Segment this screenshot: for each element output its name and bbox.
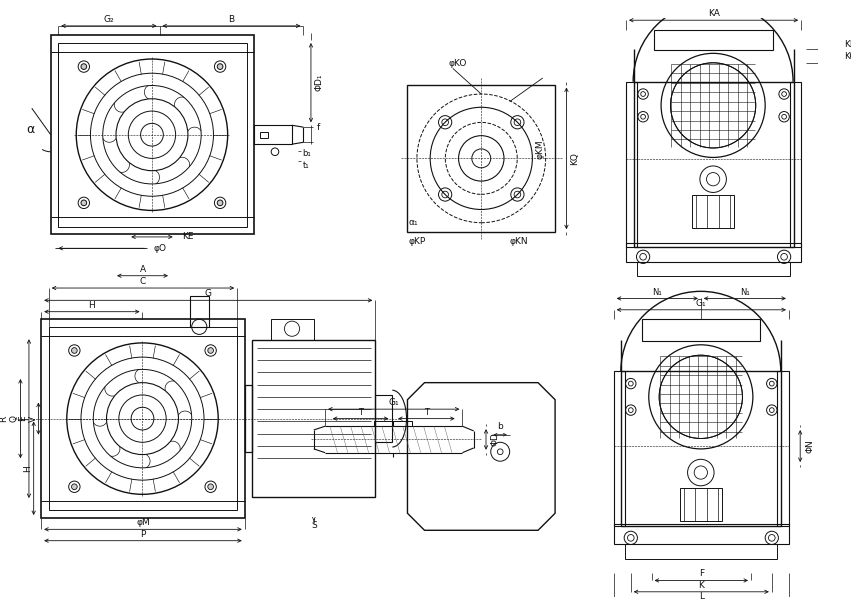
Text: E: E xyxy=(18,416,27,422)
Text: T: T xyxy=(424,408,429,417)
Text: P: P xyxy=(140,530,146,538)
Bar xyxy=(614,524,789,544)
Bar xyxy=(252,340,375,497)
Circle shape xyxy=(217,64,223,70)
Text: b₁: b₁ xyxy=(302,149,311,158)
Text: G₂: G₂ xyxy=(104,15,114,24)
Text: A: A xyxy=(140,265,146,274)
Text: N₁: N₁ xyxy=(653,288,662,298)
Text: K: K xyxy=(699,580,705,590)
Bar xyxy=(637,262,790,276)
Text: Q: Q xyxy=(9,415,19,422)
Text: R: R xyxy=(0,415,8,422)
Circle shape xyxy=(81,64,87,70)
Bar xyxy=(51,35,254,234)
Text: G₁: G₁ xyxy=(388,398,399,407)
Text: f: f xyxy=(317,123,320,131)
Text: φKN: φKN xyxy=(510,237,528,246)
Bar xyxy=(190,296,208,327)
Bar xyxy=(680,488,722,521)
Bar xyxy=(49,327,237,510)
Text: KQ: KQ xyxy=(570,152,580,165)
Text: L: L xyxy=(699,592,704,601)
Circle shape xyxy=(217,200,223,206)
Text: KC: KC xyxy=(844,52,851,60)
Text: KE: KE xyxy=(182,232,194,241)
Text: b: b xyxy=(497,422,503,431)
Circle shape xyxy=(208,348,214,353)
Bar xyxy=(643,320,761,341)
Bar xyxy=(254,125,292,144)
Bar xyxy=(41,320,245,518)
Bar xyxy=(625,544,778,558)
Text: I: I xyxy=(20,417,30,420)
Bar xyxy=(778,371,789,525)
Text: S: S xyxy=(311,521,317,530)
Text: B: B xyxy=(228,15,235,24)
Circle shape xyxy=(71,348,77,353)
Text: G₁: G₁ xyxy=(696,299,706,308)
Bar xyxy=(374,422,412,426)
Text: C: C xyxy=(140,277,146,286)
Circle shape xyxy=(208,484,214,489)
Text: α₁: α₁ xyxy=(408,218,418,227)
Bar xyxy=(271,320,314,340)
Bar xyxy=(58,43,247,227)
Bar xyxy=(408,84,555,232)
Bar xyxy=(693,196,734,229)
Text: φKO: φKO xyxy=(448,59,467,68)
Text: α: α xyxy=(26,123,34,136)
Text: φKM: φKM xyxy=(535,139,545,159)
Text: H: H xyxy=(24,465,32,472)
Text: H: H xyxy=(89,301,95,310)
Bar xyxy=(375,395,392,442)
Text: ΦD₁: ΦD₁ xyxy=(315,74,324,92)
Bar xyxy=(614,371,625,525)
Text: F: F xyxy=(699,569,704,579)
Bar xyxy=(634,82,794,247)
Text: T: T xyxy=(358,408,363,417)
Circle shape xyxy=(71,484,77,489)
Text: t₁: t₁ xyxy=(303,161,310,169)
Bar xyxy=(626,82,637,247)
Bar xyxy=(260,132,268,137)
Text: φO: φO xyxy=(153,244,166,253)
Text: KA: KA xyxy=(708,9,720,18)
Bar xyxy=(654,30,773,51)
Text: KB: KB xyxy=(844,40,851,49)
Circle shape xyxy=(81,200,87,206)
Bar xyxy=(626,243,801,262)
Text: ΦN: ΦN xyxy=(805,439,814,453)
Text: V: V xyxy=(29,415,38,422)
Bar xyxy=(245,386,252,452)
Text: φKP: φKP xyxy=(408,237,426,246)
Text: N₁: N₁ xyxy=(740,288,750,298)
Text: ΦD: ΦD xyxy=(490,433,499,447)
Text: φM: φM xyxy=(136,518,150,527)
Text: G: G xyxy=(205,289,212,298)
Bar xyxy=(790,82,801,247)
Bar xyxy=(621,371,781,525)
